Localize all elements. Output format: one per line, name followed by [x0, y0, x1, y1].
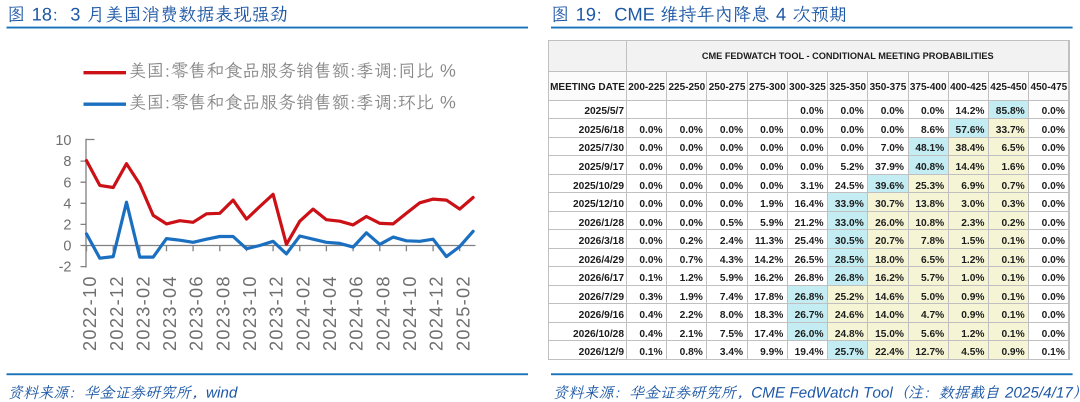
- svg-text:-2: -2: [59, 260, 72, 276]
- svg-text:8: 8: [63, 154, 71, 170]
- svg-text:2022-12: 2022-12: [107, 275, 127, 351]
- svg-text:10: 10: [55, 133, 71, 149]
- svg-text:6: 6: [63, 175, 71, 191]
- svg-text:2023-02: 2023-02: [133, 275, 153, 351]
- svg-text:2023-08: 2023-08: [213, 275, 233, 351]
- svg-text:2023-12: 2023-12: [267, 275, 287, 351]
- svg-text:2025-02: 2025-02: [453, 275, 473, 351]
- svg-text:2024-06: 2024-06: [347, 275, 367, 351]
- svg-text:2024-04: 2024-04: [320, 275, 340, 351]
- svg-text:2024-10: 2024-10: [400, 275, 420, 351]
- svg-text:2023-10: 2023-10: [240, 275, 260, 351]
- svg-text:2024-12: 2024-12: [427, 275, 447, 351]
- svg-text:0: 0: [63, 239, 71, 255]
- svg-text:2: 2: [63, 218, 71, 234]
- svg-text:4: 4: [63, 196, 71, 212]
- svg-text:2024-02: 2024-02: [293, 275, 313, 351]
- svg-text:2023-06: 2023-06: [187, 275, 207, 351]
- svg-text:2024-08: 2024-08: [373, 275, 393, 351]
- svg-text:2022-10: 2022-10: [80, 275, 100, 351]
- svg-text:2023-04: 2023-04: [160, 275, 180, 351]
